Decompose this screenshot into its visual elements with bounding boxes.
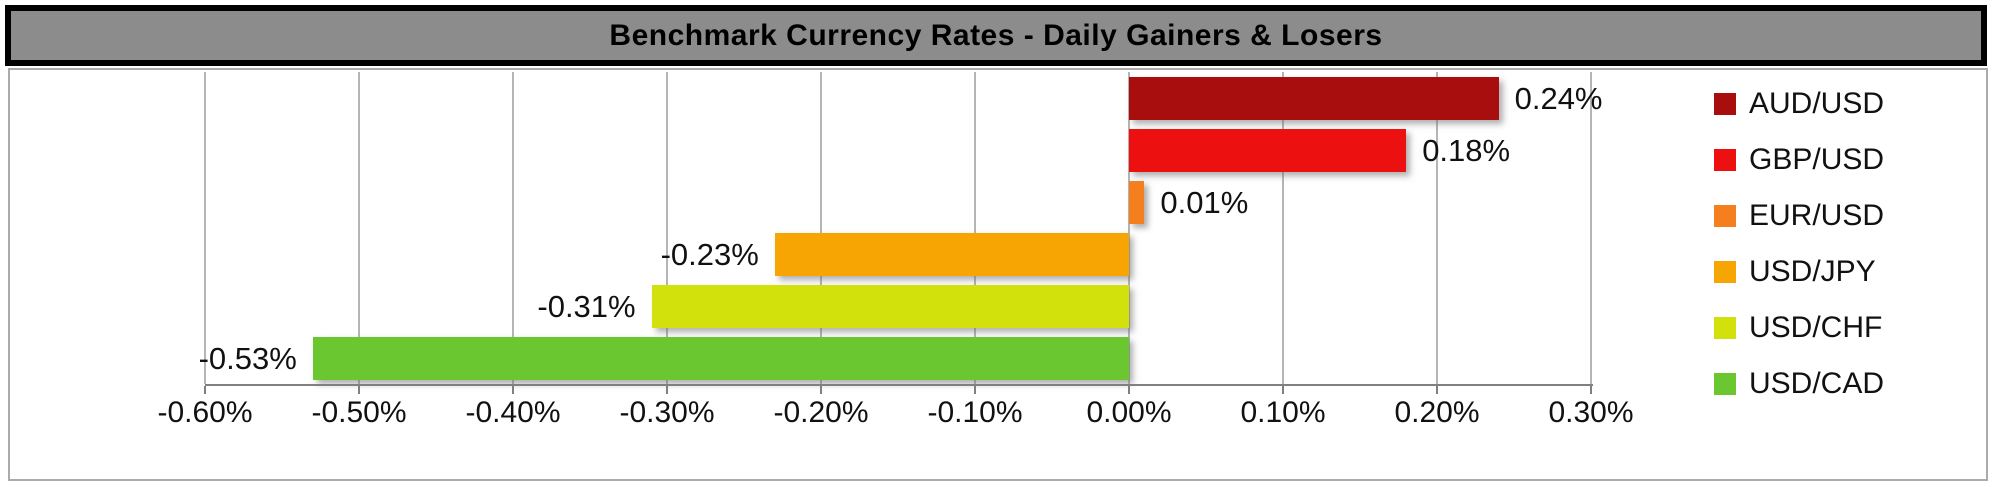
bar-USD/CHF	[651, 285, 1129, 328]
legend-label: USD/JPY	[1749, 255, 1876, 288]
legend-label: GBP/USD	[1749, 143, 1885, 176]
value-label-USD/CAD: -0.53%	[198, 341, 297, 376]
legend-label: AUD/USD	[1749, 87, 1885, 120]
legend-swatch-icon	[1714, 373, 1736, 395]
legend-item-USD/CHF: USD/CHF	[1714, 300, 1884, 356]
value-label-USD/JPY: -0.23%	[660, 237, 759, 272]
gridline--0.30%	[666, 72, 668, 384]
chart-title-bar: Benchmark Currency Rates - Daily Gainers…	[5, 5, 1987, 66]
tick-mark--0.60%	[204, 386, 206, 394]
value-label-GBP/USD: 0.18%	[1422, 133, 1511, 168]
bar-GBP/USD	[1129, 129, 1407, 172]
value-label-AUD/USD: 0.24%	[1514, 81, 1603, 116]
x-axis-label--0.40%: -0.40%	[465, 396, 561, 429]
legend-swatch-icon	[1714, 205, 1736, 227]
gridline--0.20%	[820, 72, 822, 384]
legend-item-GBP/USD: GBP/USD	[1714, 132, 1884, 188]
chart-title: Benchmark Currency Rates - Daily Gainers…	[609, 18, 1383, 52]
tick-mark-0.20%	[1436, 386, 1438, 394]
x-axis-label-0.00%: 0.00%	[1086, 396, 1172, 429]
legend-item-EUR/USD: EUR/USD	[1714, 188, 1884, 244]
value-label-USD/CHF: -0.31%	[537, 289, 636, 324]
gridline-0.10%	[1282, 72, 1284, 384]
legend-label: USD/CAD	[1749, 367, 1885, 400]
bar-USD/CAD	[312, 337, 1129, 380]
legend-swatch-icon	[1714, 317, 1736, 339]
gridline--0.40%	[512, 72, 514, 384]
x-axis-line	[205, 384, 1593, 386]
tick-mark--0.30%	[666, 386, 668, 394]
legend-label: USD/CHF	[1749, 311, 1883, 344]
bar-EUR/USD	[1129, 181, 1145, 224]
tick-mark-0.30%	[1590, 386, 1592, 394]
legend-swatch-icon	[1714, 93, 1736, 115]
x-axis-label--0.50%: -0.50%	[311, 396, 407, 429]
gridline--0.50%	[358, 72, 360, 384]
legend-item-USD/CAD: USD/CAD	[1714, 356, 1884, 412]
x-axis-label-0.20%: 0.20%	[1394, 396, 1480, 429]
bar-USD/JPY	[774, 233, 1129, 276]
legend-item-USD/JPY: USD/JPY	[1714, 244, 1884, 300]
chart-frame: 0.24% 0.18% 0.01% -0.23% -0.31% -0.53% -0.60%…	[8, 68, 1988, 481]
tick-mark--0.10%	[974, 386, 976, 394]
gridline--0.60%	[204, 72, 206, 384]
tick-mark-0.00%	[1128, 386, 1130, 394]
gridline-0.20%	[1436, 72, 1438, 384]
legend-item-AUD/USD: AUD/USD	[1714, 76, 1884, 132]
x-axis-label-0.10%: 0.10%	[1240, 396, 1326, 429]
bar-AUD/USD	[1129, 77, 1499, 120]
gridline-0.30%	[1590, 72, 1592, 384]
tick-mark--0.20%	[820, 386, 822, 394]
gridline--0.10%	[974, 72, 976, 384]
x-axis-label--0.20%: -0.20%	[773, 396, 869, 429]
x-axis-label--0.60%: -0.60%	[157, 396, 253, 429]
tick-mark-0.10%	[1282, 386, 1284, 394]
legend-swatch-icon	[1714, 149, 1736, 171]
tick-mark--0.50%	[358, 386, 360, 394]
tick-mark--0.40%	[512, 386, 514, 394]
gridline-0.00%	[1128, 72, 1130, 384]
x-axis-label--0.30%: -0.30%	[619, 396, 715, 429]
legend: AUD/USD GBP/USD EUR/USD USD/JPY USD/CHF USD/C…	[1714, 76, 1884, 412]
legend-swatch-icon	[1714, 261, 1736, 283]
legend-label: EUR/USD	[1749, 199, 1885, 232]
plot-area: 0.24% 0.18% 0.01% -0.23% -0.31% -0.53%	[199, 72, 1603, 384]
x-axis-label-0.30%: 0.30%	[1548, 396, 1634, 429]
x-axis-label--0.10%: -0.10%	[927, 396, 1023, 429]
value-label-EUR/USD: 0.01%	[1160, 185, 1249, 220]
